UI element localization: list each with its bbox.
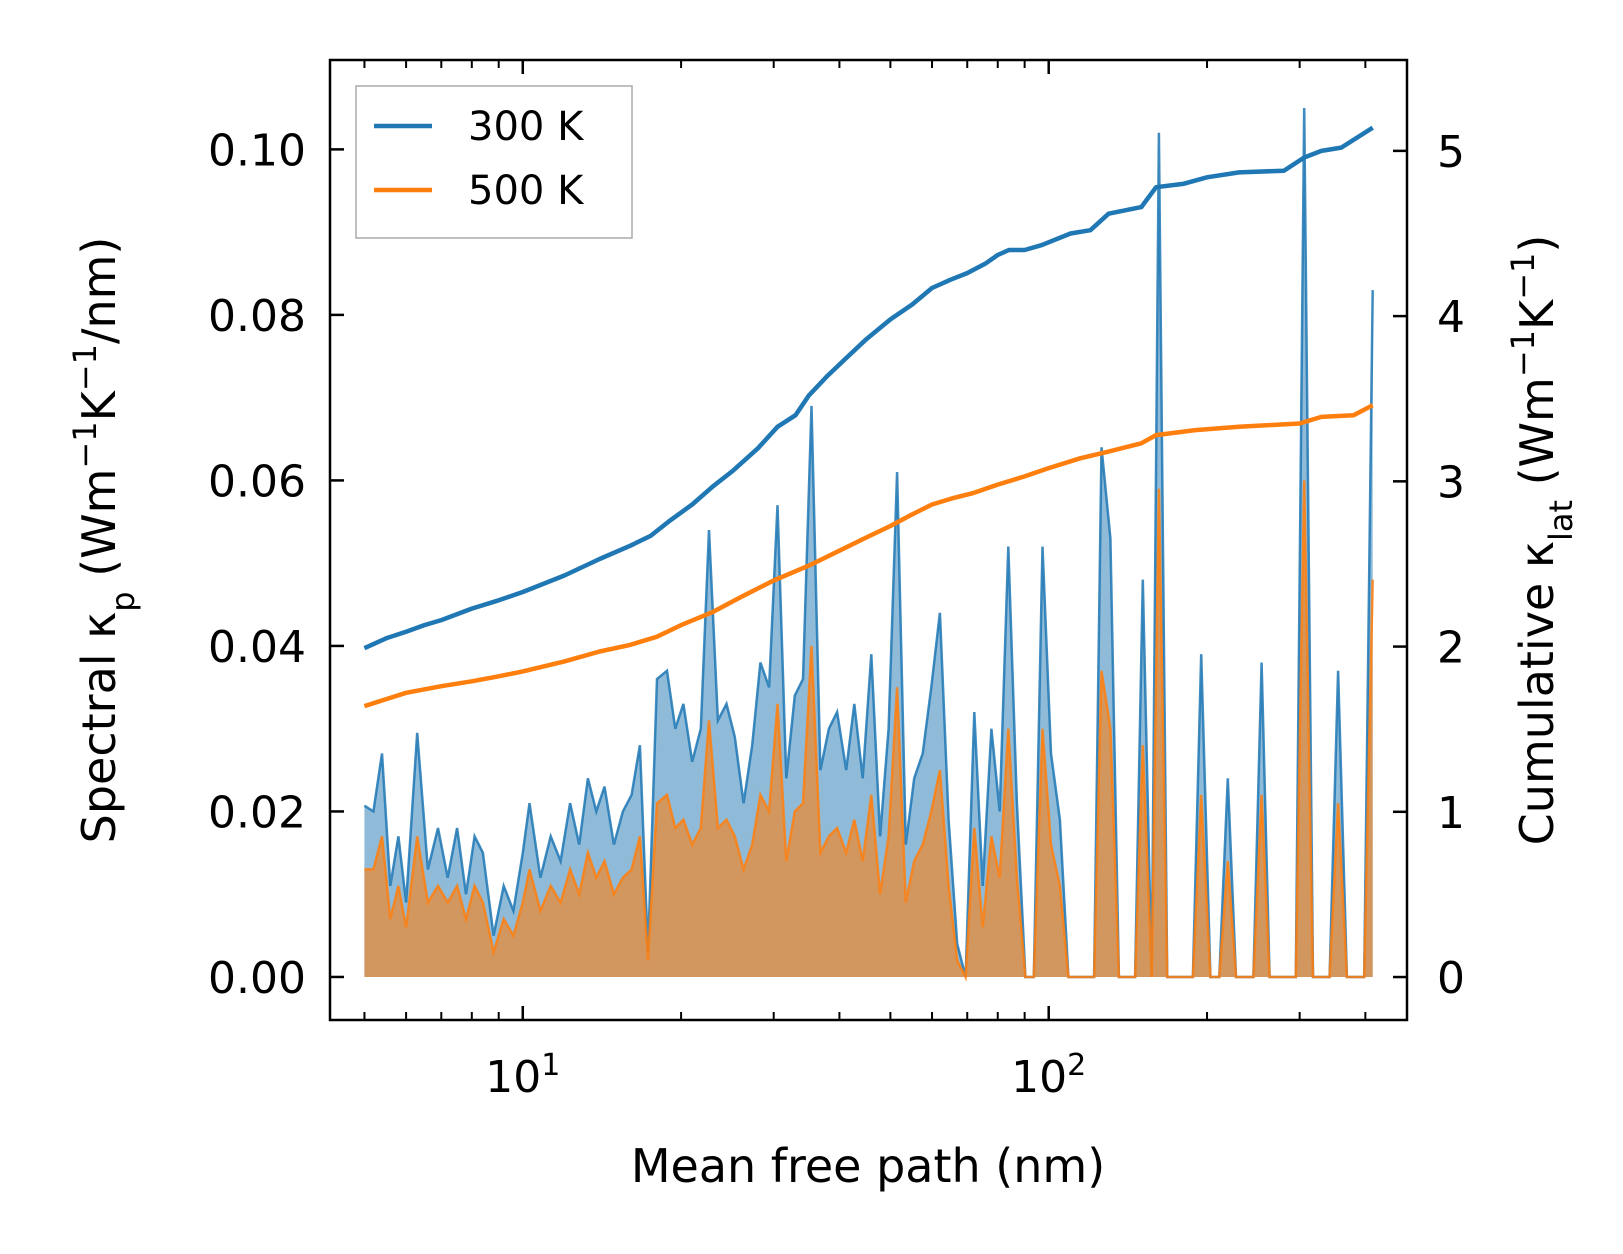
cumulative-line-300k — [363, 125, 1374, 651]
spectral-area-500k — [364, 480, 1373, 977]
y-axis-right-title: Cumulative κlat (Wm−1K−1) — [1504, 235, 1580, 846]
y-right-tick-label: 4 — [1437, 292, 1465, 343]
x-tick-label: 101 — [485, 1048, 560, 1104]
axis-ticks — [330, 60, 1407, 1020]
y-left-tick-label: 0.08 — [208, 291, 306, 342]
spectral-fills — [363, 107, 1374, 982]
legend-label-300k: 300 K — [468, 104, 585, 150]
y-left-tick-label: 0.10 — [208, 125, 306, 176]
y-left-tick-label: 0.02 — [208, 787, 306, 838]
y-right-tick-label: 2 — [1437, 623, 1465, 674]
y-right-tick-label: 0 — [1437, 953, 1465, 1004]
data-lines — [363, 125, 1374, 709]
spectral-line-500k — [364, 480, 1374, 982]
y-right-tick-label: 1 — [1437, 788, 1465, 839]
spectral-line-300k — [363, 107, 1374, 979]
cumulative-line-500k — [363, 403, 1374, 709]
y-left-tick-label: 0.06 — [208, 456, 306, 507]
legend: 300 K 500 K — [355, 85, 633, 239]
y-right-tick-label: 3 — [1437, 457, 1465, 508]
x-tick-label: 102 — [1011, 1048, 1086, 1104]
y-left-tick-label: 0.04 — [208, 622, 306, 673]
legend-box — [355, 85, 633, 239]
y-right-tick-label: 5 — [1437, 127, 1465, 178]
x-axis-title: Mean free path (nm) — [631, 1139, 1105, 1193]
axis-tick-labels: 101 102 0.00 0.02 0.04 0.06 0.08 0.10 0 1 2 3 4 5 — [208, 125, 1465, 1103]
legend-label-500k: 500 K — [468, 168, 585, 214]
plot-frame — [328, 58, 1409, 1022]
y-axis-left-title: Spectral κp (Wm−1K−1/nm) — [66, 237, 142, 844]
y-left-tick-label: 0.00 — [208, 953, 306, 1004]
